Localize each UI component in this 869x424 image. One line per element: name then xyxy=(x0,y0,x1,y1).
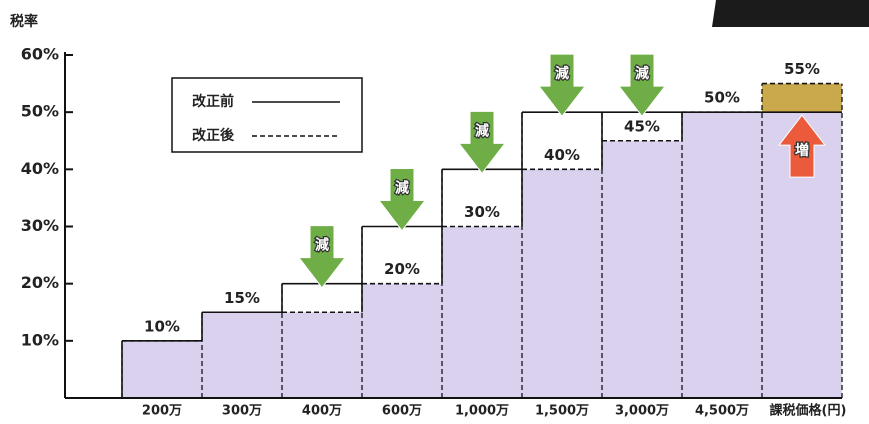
x-tick-label: 400万 xyxy=(302,404,342,419)
x-tick-label: 300万 xyxy=(222,404,262,419)
bar xyxy=(522,169,602,398)
value-label: 50% xyxy=(704,89,740,107)
value-label: 55% xyxy=(784,60,820,78)
arrow-label: 減 xyxy=(555,65,569,82)
x-tick-label: 1,000万 xyxy=(455,404,509,419)
change-arrow: 増 xyxy=(777,114,827,178)
value-label: 45% xyxy=(624,117,660,135)
legend-label: 改正後 xyxy=(192,127,235,144)
x-tick-label: 200万 xyxy=(142,404,182,419)
x-tick-label: 1,500万 xyxy=(535,404,589,419)
bar xyxy=(362,283,442,398)
arrow-label: 減 xyxy=(315,237,329,254)
increase-segment xyxy=(762,83,842,113)
x-tick-label: 3,000万 xyxy=(615,404,669,419)
change-arrow: 減 xyxy=(457,110,507,175)
change-arrow: 減 xyxy=(377,168,427,232)
bar xyxy=(682,112,762,399)
bar xyxy=(282,312,362,398)
y-tick-label: 50% xyxy=(21,102,59,121)
arrow-label: 減 xyxy=(395,180,409,197)
arrow-shape xyxy=(377,168,427,232)
value-label: 15% xyxy=(224,289,260,307)
change-arrow: 減 xyxy=(537,53,587,117)
bar xyxy=(202,312,282,398)
bar xyxy=(122,340,202,398)
legend-box xyxy=(171,77,363,153)
y-tick-label: 40% xyxy=(21,159,59,178)
decoration xyxy=(712,0,869,27)
y-tick-label: 10% xyxy=(21,330,59,349)
arrow-shape xyxy=(537,53,587,117)
value-label: 10% xyxy=(144,317,180,335)
x-axis-label: 課税価格(円) xyxy=(770,403,847,419)
value-label: 40% xyxy=(544,146,580,164)
arrow-shape xyxy=(777,114,827,178)
x-tick-label: 600万 xyxy=(382,404,422,419)
arrow-shape xyxy=(297,225,347,289)
change-arrow: 減 xyxy=(617,53,667,117)
arrow-shape xyxy=(617,53,667,117)
arrow-shape xyxy=(457,110,507,175)
arrow-label: 減 xyxy=(635,65,649,82)
x-tick-label: 4,500万 xyxy=(695,404,749,419)
value-label: 20% xyxy=(384,260,420,278)
bar xyxy=(602,140,682,398)
y-tick-label: 30% xyxy=(21,216,59,235)
y-axis-label: 税率 xyxy=(10,13,38,30)
value-label: 30% xyxy=(464,203,500,221)
y-tick-label: 20% xyxy=(21,273,59,292)
change-arrow: 減 xyxy=(297,225,347,289)
bar xyxy=(442,226,522,398)
arrow-label: 増 xyxy=(795,142,809,159)
legend-label: 改正前 xyxy=(192,93,234,110)
arrow-label: 減 xyxy=(475,122,489,139)
y-tick-label: 60% xyxy=(21,45,59,64)
